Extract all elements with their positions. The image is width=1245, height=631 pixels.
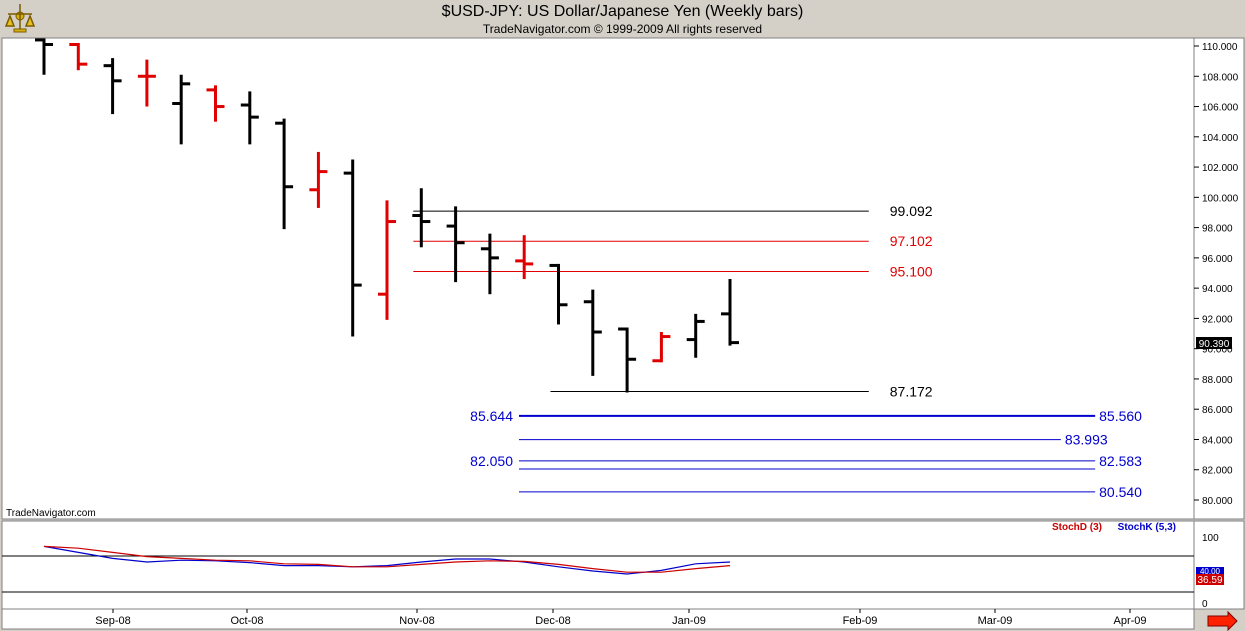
chart-header: $USD-JPY: US Dollar/Japanese Yen (Weekly… (0, 0, 1245, 38)
stochastic-panel (1, 520, 1195, 610)
y-tick-label: 92.000 (1202, 314, 1233, 325)
stoch-d-line (43, 545, 731, 573)
y-tick-label: 110.000 (1202, 42, 1238, 53)
fibonacci-levels: 99.092 97.102 95.100 87.172 (413, 203, 933, 399)
y-tick-label: 98.000 (1202, 224, 1233, 235)
projection-label: 85.560 (1099, 408, 1142, 424)
x-tick-label: Oct-08 (230, 615, 263, 627)
x-tick-label: Nov-08 (399, 615, 434, 627)
y-tick-label: 88.000 (1202, 375, 1233, 386)
y-tick-label: 90.000 (1202, 345, 1233, 356)
y-tick-label: 100.000 (1202, 193, 1239, 204)
chart-subtitle: TradeNavigator.com © 1999-2009 All right… (482, 22, 763, 36)
watermark-text: TradeNavigator.com (6, 508, 96, 519)
x-axis: Sep-08 Oct-08 Nov-08 Dec-08 Jan-09 Feb-09 Mar-… (95, 609, 1147, 627)
x-tick-label: Apr-09 (1113, 615, 1146, 627)
y-tick-label: 84.000 (1202, 435, 1233, 446)
projection-label: 83.993 (1065, 432, 1108, 448)
y-tick-label: 96.000 (1202, 254, 1233, 265)
x-tick-label: Jan-09 (672, 615, 706, 627)
stoch-k-value: 40.00 (1200, 567, 1221, 576)
last-price-value: 90.390 (1199, 339, 1230, 350)
stoch-y-tick-100: 100 (1202, 533, 1219, 544)
y-tick-label: 104.000 (1202, 133, 1239, 144)
stoch-k-legend: StochK (5,3) (1118, 522, 1176, 533)
trade-navigator-logo-icon (4, 4, 36, 33)
y-tick-label: 80.000 (1202, 496, 1233, 507)
chart-title: $USD-JPY: US Dollar/Japanese Yen (Weekly… (441, 3, 804, 20)
projection-left-label: 85.644 (470, 408, 513, 424)
stochastic-y-axis-band (1193, 520, 1245, 610)
projection-label: 82.583 (1099, 453, 1142, 469)
y-tick-label: 82.000 (1202, 466, 1233, 477)
y-tick-label: 108.000 (1202, 72, 1239, 83)
price-panel (1, 37, 1195, 520)
stoch-d-value: 36.59 (1197, 575, 1222, 586)
y-axis-band (1193, 37, 1245, 520)
fib-level-label: 99.092 (890, 203, 933, 219)
fib-level-label: 95.100 (890, 263, 933, 279)
stoch-k-value-tag (1196, 567, 1224, 575)
x-axis-band (1, 608, 1195, 630)
fib-level-label: 87.172 (890, 383, 933, 399)
ohlc-bars (35, 38, 739, 393)
y-tick-label: 106.000 (1202, 103, 1239, 114)
last-price-tag (1196, 337, 1232, 349)
stochastic-lines (2, 545, 1194, 593)
y-tick-label: 94.000 (1202, 284, 1233, 295)
scroll-right-arrow-icon[interactable] (1207, 610, 1238, 631)
stoch-d-legend: StochD (3) (1052, 522, 1102, 533)
y-tick-label: 86.000 (1202, 405, 1233, 416)
x-tick-label: Dec-08 (535, 615, 570, 627)
x-tick-label: Mar-09 (978, 615, 1013, 627)
projection-levels: 85.560 85.644 83.993 82.583 82.050 80.540 (470, 408, 1142, 500)
y-axis: 110.000 108.000 106.000 104.000 102.000 100.0… (1194, 42, 1239, 507)
fib-level-label: 97.102 (890, 233, 933, 249)
x-tick-label: Feb-09 (843, 615, 878, 627)
projection-label: 80.540 (1099, 484, 1142, 500)
stoch-y-tick-0: 0 (1202, 599, 1208, 610)
x-tick-label: Sep-08 (95, 615, 130, 627)
projection-left-label: 82.050 (470, 453, 513, 469)
y-tick-label: 102.000 (1202, 163, 1239, 174)
stoch-d-value-tag (1196, 574, 1224, 585)
stoch-k-line (43, 545, 731, 575)
